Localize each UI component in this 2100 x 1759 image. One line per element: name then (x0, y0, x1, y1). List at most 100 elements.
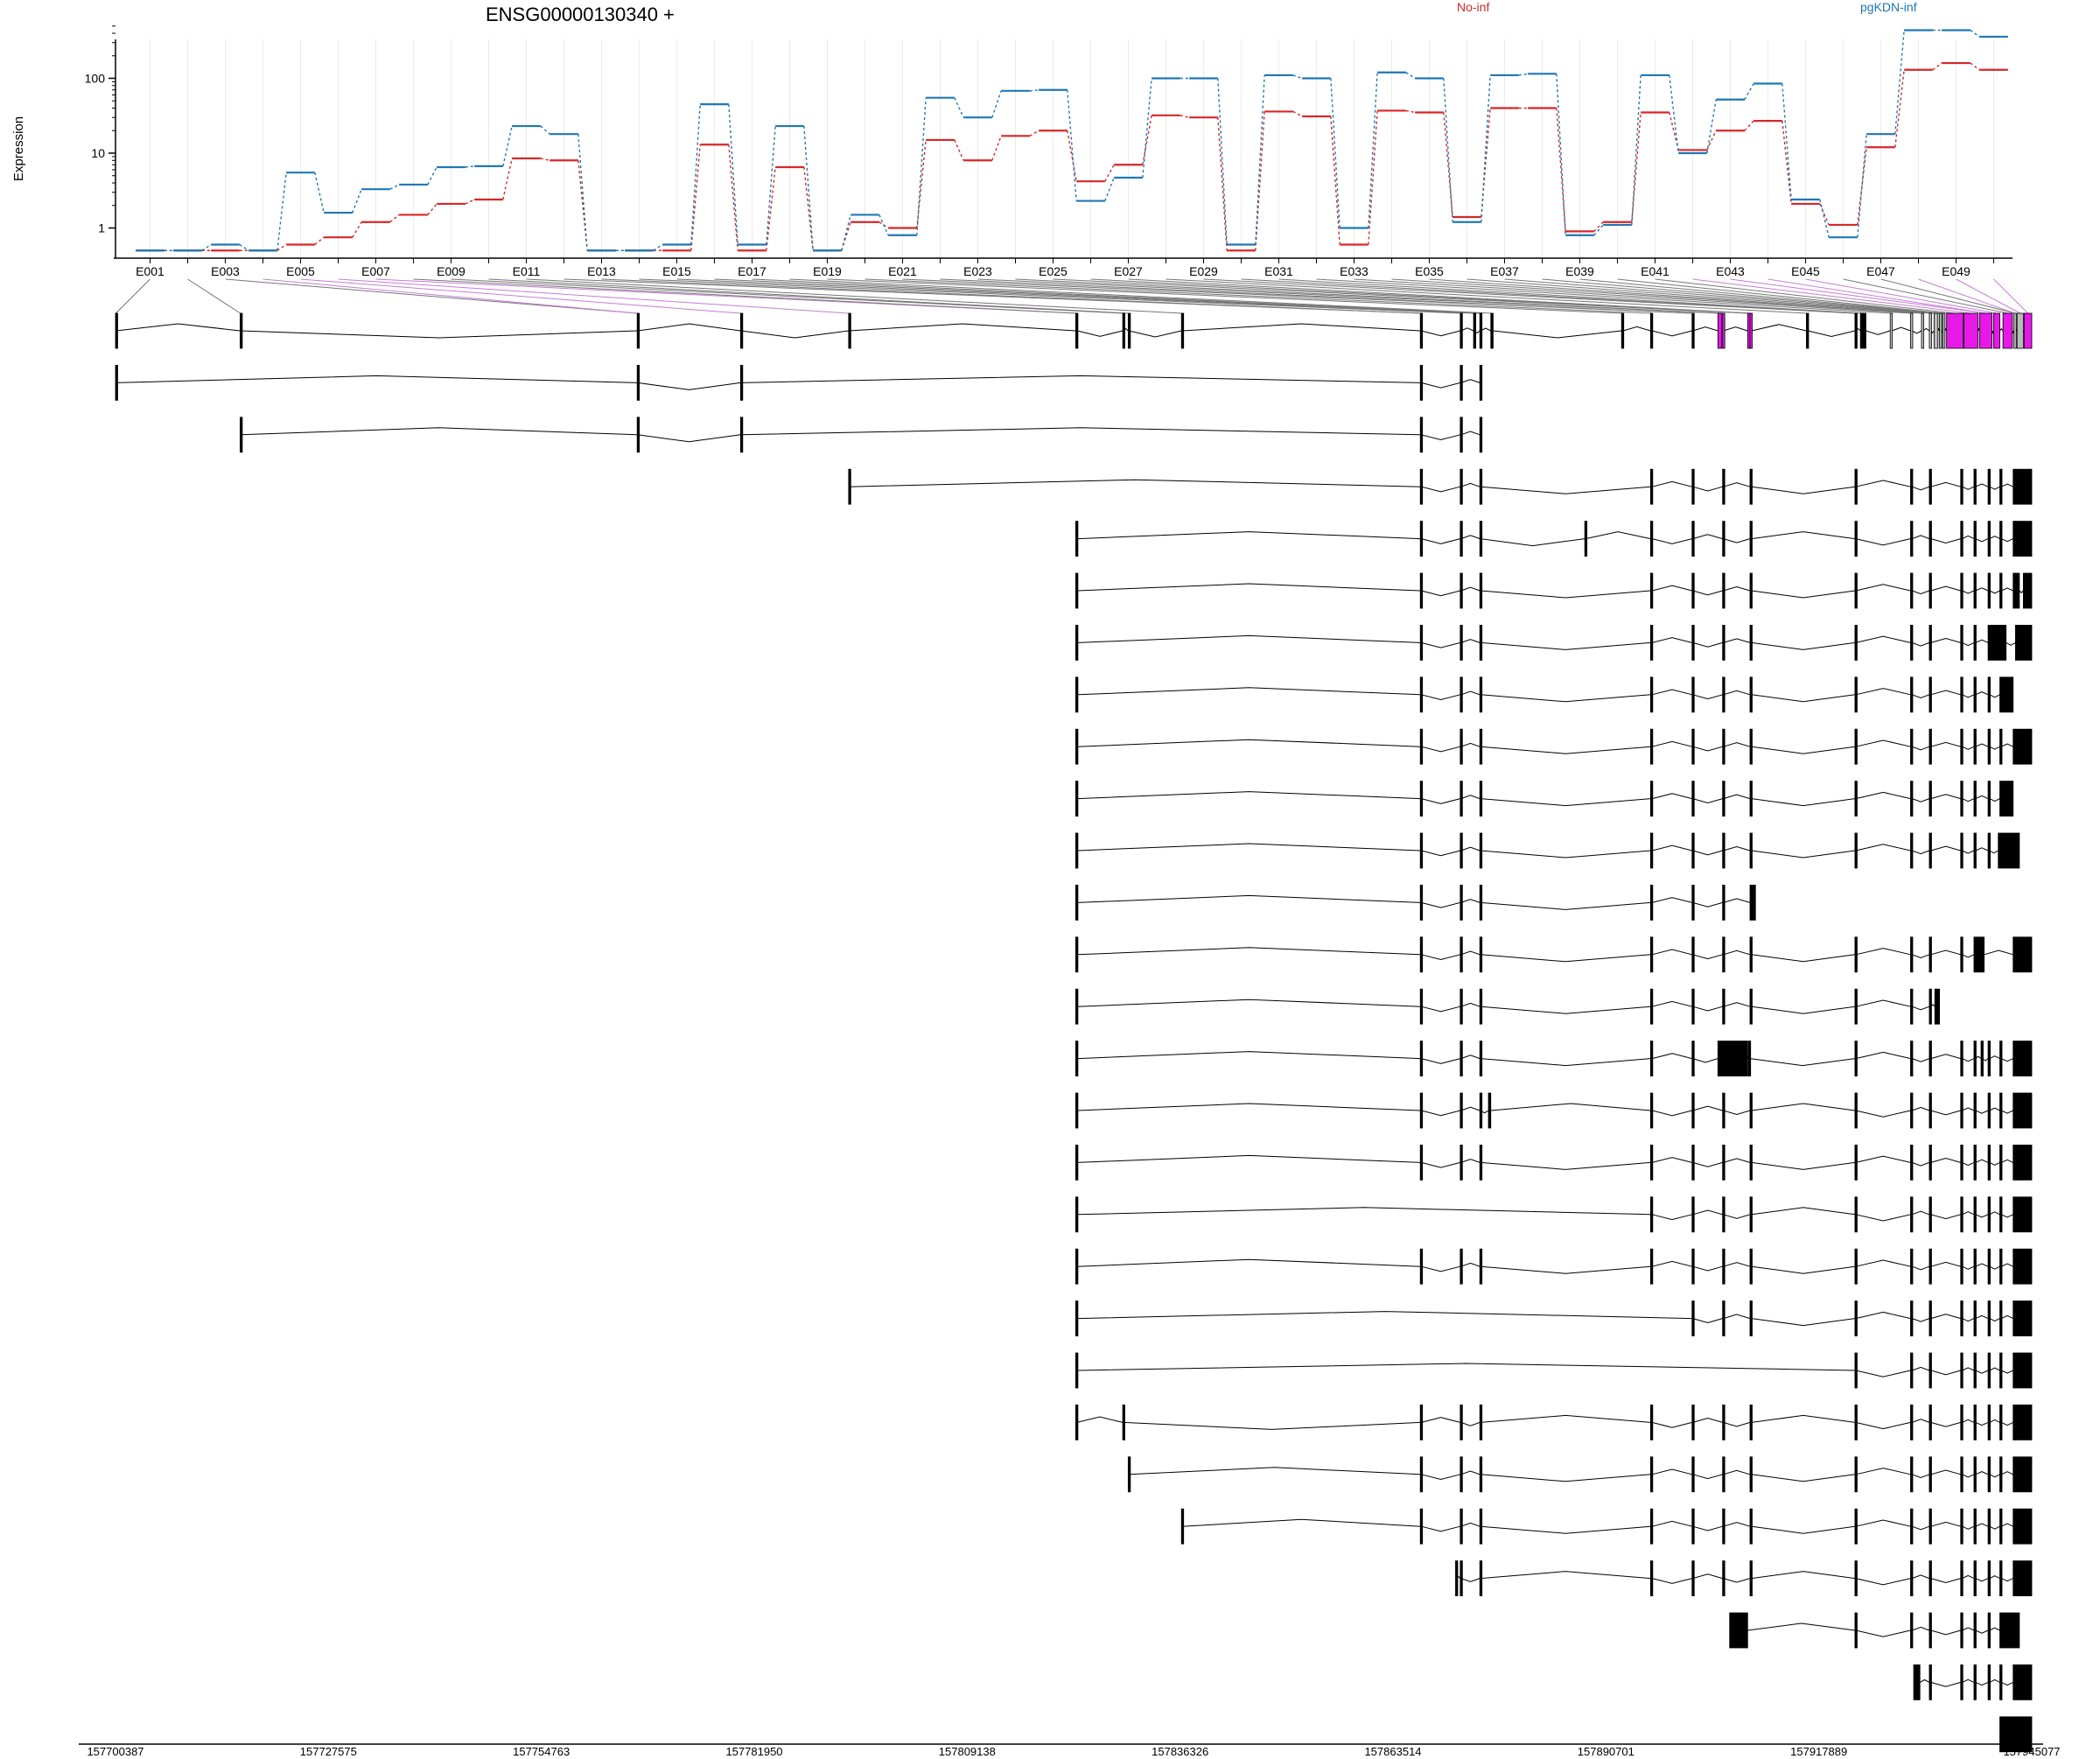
exon-block (1854, 1145, 1858, 1181)
intron (1421, 1006, 1460, 1013)
exon-connector (864, 278, 1652, 314)
exon-block (1749, 1145, 1753, 1181)
intron (1962, 1265, 1975, 1270)
exon-block (1854, 1405, 1858, 1440)
intron (1652, 637, 1692, 643)
exon-block (1854, 676, 1858, 713)
exon-block (1479, 1456, 1483, 1493)
intron (1962, 954, 1975, 958)
exon-block (1859, 312, 1866, 349)
intron (1480, 486, 1651, 494)
exon-block (1691, 625, 1695, 661)
legend-entry-no-inf: No-inf (1457, 0, 1489, 14)
exon-block (1910, 936, 1914, 973)
series-transition (1368, 110, 1378, 245)
intron (1652, 1421, 1692, 1428)
intron (1855, 948, 1911, 956)
intron (1962, 1574, 1975, 1580)
intron (1480, 694, 1651, 703)
intron (1975, 1263, 1989, 1267)
exon-block (1074, 625, 1079, 661)
exon-block (1691, 572, 1695, 609)
x-tick-label: E041 (1641, 264, 1670, 278)
exon-block (1973, 676, 1977, 713)
intron (2001, 1578, 2013, 1582)
exon-block (1419, 1248, 1424, 1285)
intron (1652, 689, 1692, 696)
exon-block (1854, 781, 1858, 816)
x-tick-label: E015 (662, 264, 691, 278)
exon-block (1419, 676, 1424, 713)
exon-block (1999, 1405, 2003, 1440)
exon-block (1479, 1248, 1483, 1285)
intron (1421, 382, 1460, 389)
exon-block (2013, 312, 2017, 349)
exon-connector (1730, 278, 1986, 314)
intron (1912, 1574, 1930, 1580)
exon-block (1987, 1248, 1991, 1285)
series-transition (1970, 29, 1980, 38)
exon-block (115, 364, 118, 401)
series-transition (276, 243, 287, 251)
exon-block (2012, 1664, 2033, 1700)
exon-block (1928, 1405, 1932, 1440)
exon-block (1987, 521, 1991, 557)
exon-block (1910, 728, 1914, 765)
intron (1855, 791, 1911, 800)
series-transition (201, 243, 212, 251)
exon-connector (187, 278, 241, 314)
exon-connector (1918, 278, 2016, 314)
intron (1912, 746, 1930, 751)
series-transition (1744, 120, 1754, 131)
exon-block (1939, 312, 1942, 349)
intron (1989, 1055, 2000, 1060)
exon-block (1928, 521, 1932, 557)
exon-block (1960, 1664, 1964, 1700)
exon-block (1854, 1092, 1858, 1129)
exon-block (1722, 521, 1726, 557)
transcript-row (1074, 1248, 2033, 1285)
exon-block (1960, 625, 1964, 661)
exon-block (1649, 832, 1654, 869)
intron (1751, 850, 1856, 858)
intron (1962, 1419, 1975, 1423)
exon-block (1649, 1092, 1654, 1129)
intron (1855, 1259, 1911, 1267)
intron (2001, 1523, 2013, 1527)
intron (1460, 899, 1480, 903)
intron (1460, 379, 1480, 383)
intron (1989, 536, 2000, 540)
exon-block (1722, 312, 1726, 349)
intron (740, 330, 849, 339)
intron (1077, 531, 1421, 540)
series-transition (1744, 83, 1754, 101)
intron (1989, 798, 2000, 802)
series-transition (1104, 177, 1115, 201)
exon-block (1074, 572, 1079, 609)
exon-block (1910, 1560, 1914, 1596)
exon-block (1074, 1196, 1079, 1233)
exon-block (1928, 676, 1932, 713)
exon-block (1074, 1145, 1079, 1181)
exon-block (1074, 521, 1079, 557)
exon-block (1419, 417, 1424, 453)
intron (1692, 1474, 1723, 1480)
exon-block (1722, 1145, 1726, 1181)
exon-block (1479, 572, 1483, 609)
exon-block (1122, 312, 1125, 349)
intron (1460, 1159, 1480, 1163)
exon-block (1419, 312, 1424, 349)
intron (1912, 486, 1930, 491)
intron (1930, 1629, 1961, 1636)
exon-block (1854, 1508, 1858, 1545)
intron (1460, 1522, 1480, 1527)
exon-block (1749, 468, 1753, 505)
intron (1912, 1419, 1930, 1423)
intron (1692, 641, 1723, 648)
exon-block (1749, 572, 1753, 609)
exon-block (1074, 1300, 1079, 1336)
exon-block (1910, 1612, 1914, 1649)
plot-layer: 1 10 100 E001 E003 E005 E007 E009 E011 E013 E015 E0… (79, 25, 2061, 1758)
exon-block (1960, 1300, 1964, 1336)
exon-block (1749, 521, 1753, 557)
